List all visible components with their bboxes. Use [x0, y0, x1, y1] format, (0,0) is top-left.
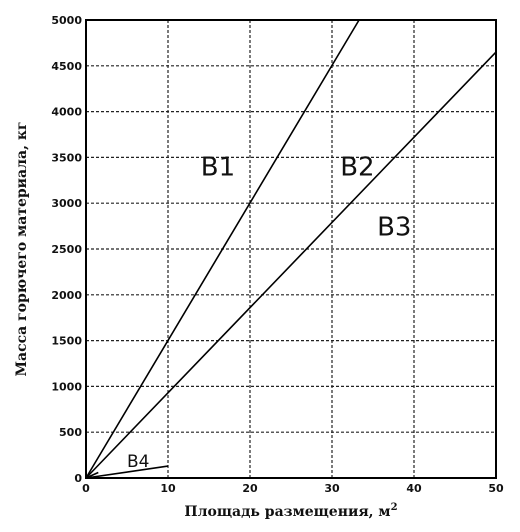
- tick-layer: 0 10 20 30 40 5005001000150020002500300035004…: [51, 14, 504, 495]
- grid-layer: [86, 20, 496, 478]
- series-label-b1: B1: [201, 153, 235, 183]
- x-tick-label: 0: [82, 482, 90, 495]
- y-tick-label: 4000: [51, 106, 82, 119]
- y-axis-label: Масса горючего материала, кг: [14, 121, 30, 376]
- series-label-b2: B2: [340, 153, 374, 183]
- y-tick-label: 3500: [51, 151, 82, 164]
- series-line-b2: [85, 51, 497, 479]
- y-tick-label: 3000: [51, 197, 82, 210]
- x-tick-label: 10: [160, 482, 176, 495]
- y-tick-label: 2500: [51, 243, 82, 256]
- y-tick-label: 2000: [51, 289, 82, 302]
- series-label-b3: B3: [377, 212, 411, 242]
- x-axis-label: Площадь размещения, м2: [184, 502, 397, 520]
- y-tick-label: 4500: [51, 60, 82, 73]
- x-tick-label: 50: [488, 482, 504, 495]
- y-tick-label: 5000: [51, 14, 82, 27]
- y-tick-label: 0: [74, 472, 82, 485]
- x-tick-label: 20: [242, 482, 258, 495]
- y-tick-label: 500: [59, 426, 82, 439]
- x-tick-label: 30: [324, 482, 340, 495]
- plot-frame: [85, 19, 497, 479]
- series-layer: [85, 19, 497, 479]
- y-tick-label: 1000: [51, 380, 82, 393]
- series-label-b4: B4: [127, 452, 149, 472]
- x-tick-label: 40: [406, 482, 422, 495]
- y-tick-label: 1500: [51, 335, 82, 348]
- x-axis-label-superscript: 2: [391, 502, 398, 513]
- series-line-b3: [85, 465, 169, 479]
- series-line-b1: [85, 19, 360, 479]
